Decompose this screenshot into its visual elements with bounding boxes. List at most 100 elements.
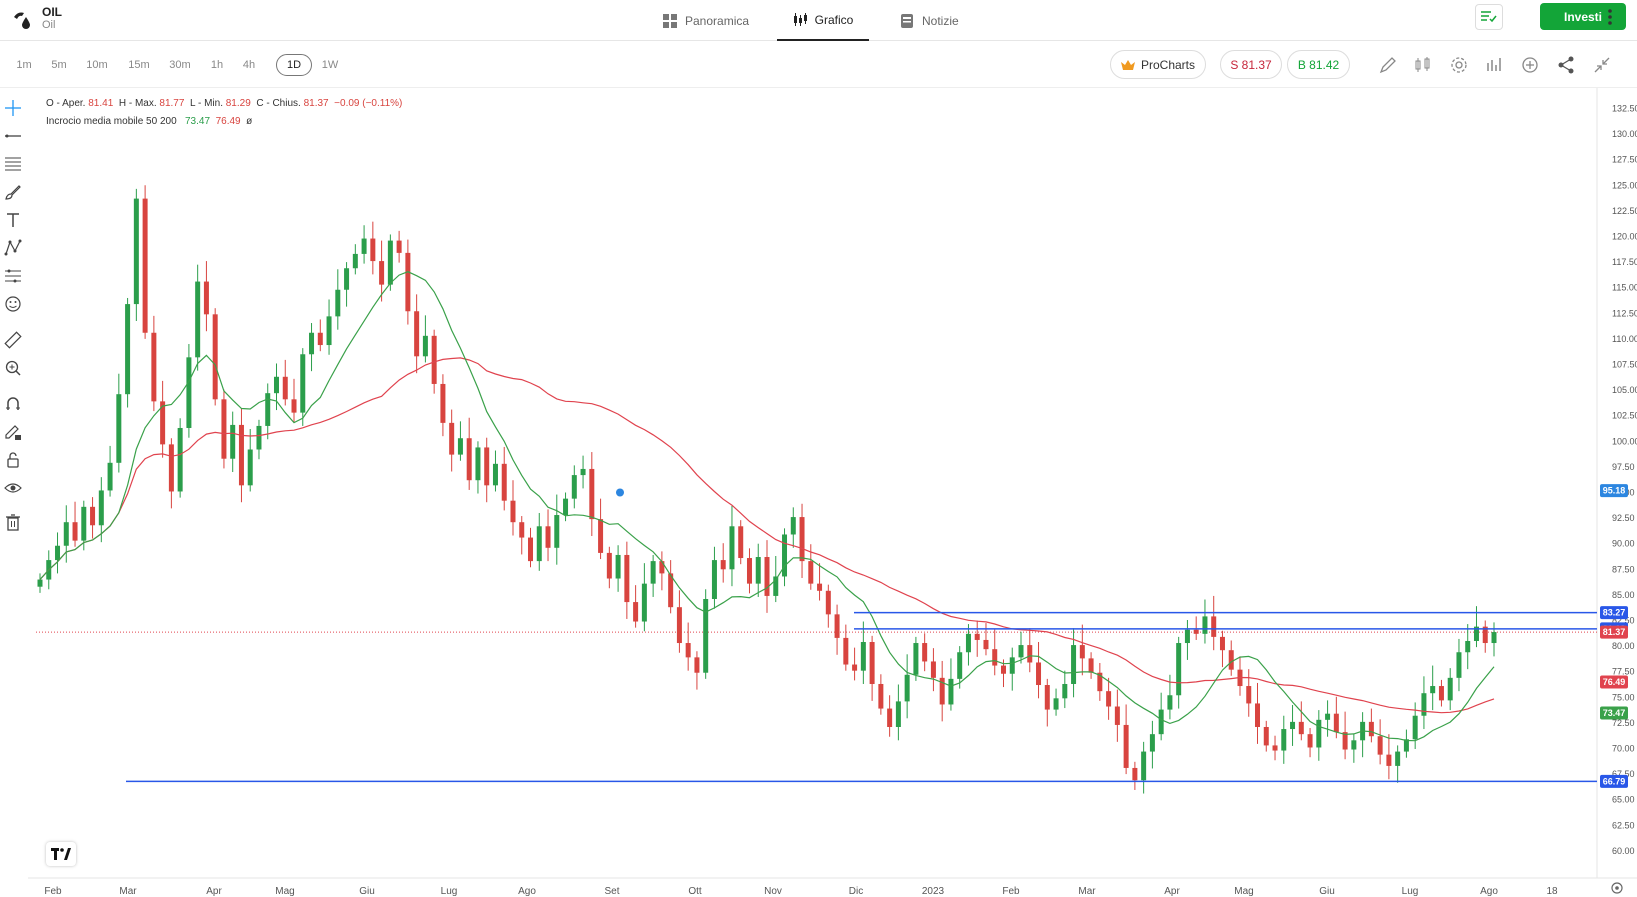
pencil-icon[interactable] <box>1378 55 1398 75</box>
candle-body <box>160 401 166 445</box>
timeframe-1W[interactable]: 1W <box>321 59 339 71</box>
candle <box>1027 628 1033 673</box>
hide-indicator-icon[interactable]: ø <box>246 116 253 127</box>
candle <box>860 621 866 684</box>
candle <box>203 261 209 332</box>
candle <box>177 418 183 498</box>
candle-body <box>379 261 385 285</box>
timeframe-1D[interactable]: 1D <box>276 54 312 76</box>
candle-body <box>1465 640 1471 653</box>
candle <box>98 477 104 543</box>
candle-body <box>1281 729 1287 751</box>
price-chart[interactable]: 132.50 130.00 127.50 125.00 122.50 120.00 117.… <box>0 88 1637 897</box>
y-tick-label: 105.00 <box>1612 385 1637 395</box>
high-label: H - Max. <box>118 98 157 109</box>
trash-icon[interactable] <box>3 512 23 532</box>
candle-body <box>536 526 542 562</box>
candle <box>519 516 525 555</box>
candle-body <box>703 598 709 673</box>
pencil-lock-icon[interactable] <box>3 422 23 442</box>
candle-body <box>773 576 779 596</box>
candle-body <box>1009 657 1015 674</box>
indicators-icon[interactable] <box>1484 55 1504 75</box>
fib-lines-icon[interactable] <box>3 154 23 174</box>
tab-grafico[interactable]: Grafico <box>777 0 869 41</box>
tradingview-logo[interactable] <box>46 842 76 866</box>
candle-body <box>1386 754 1392 766</box>
candle-body <box>1149 734 1155 752</box>
candle-body <box>1447 677 1453 701</box>
tab-notizie[interactable]: Notizie <box>900 0 970 41</box>
candle <box>125 297 131 408</box>
ma-indicator-label[interactable]: Incrocio media mobile 50 200 <box>46 116 177 127</box>
sell-button[interactable]: S 81.37 <box>1220 50 1282 79</box>
timeframe-10m[interactable]: 10m <box>86 59 108 71</box>
gear-icon[interactable] <box>1449 55 1469 75</box>
text-icon[interactable] <box>3 210 23 230</box>
candle <box>1097 662 1103 701</box>
candle <box>466 417 472 490</box>
list-check-icon <box>1481 11 1497 23</box>
timeframe-5m[interactable]: 5m <box>51 59 67 71</box>
crossover-marker <box>616 488 624 497</box>
candle-body <box>195 281 201 358</box>
candle <box>1465 624 1471 670</box>
candle-body <box>291 399 297 413</box>
emoji-icon[interactable] <box>3 294 23 314</box>
candle-body <box>738 526 744 559</box>
candle-body <box>1228 650 1234 670</box>
timeframe-15m[interactable]: 15m <box>128 59 150 71</box>
collapse-icon[interactable] <box>1592 55 1612 75</box>
candle-body <box>1167 695 1173 710</box>
timeframe-1h[interactable]: 1h <box>210 59 224 71</box>
more-menu-icon[interactable] <box>1605 7 1615 27</box>
y-tick-label: 115.00 <box>1612 283 1637 293</box>
add-circle-icon[interactable] <box>1520 55 1540 75</box>
candle <box>633 585 639 628</box>
price-tag-label: 95.18 <box>1603 486 1626 496</box>
projection-icon[interactable] <box>3 266 23 286</box>
candle-body <box>387 240 393 285</box>
candle <box>887 695 893 737</box>
crosshair-icon[interactable] <box>3 98 23 118</box>
y-tick-label: 100.00 <box>1612 436 1637 446</box>
ruler-icon[interactable] <box>3 330 23 350</box>
top-bar: OIL Oil Panoramica Grafico Notizie Inves… <box>0 0 1637 41</box>
candle <box>414 294 420 374</box>
procharts-button[interactable]: ProCharts <box>1110 50 1206 79</box>
timeframe-4h[interactable]: 4h <box>242 59 256 71</box>
candle-body <box>650 561 656 584</box>
eye-icon[interactable] <box>3 478 23 498</box>
ma50-line <box>39 271 1495 742</box>
axis-settings-icon[interactable] <box>1611 882 1623 894</box>
candle <box>1149 720 1155 769</box>
zoom-in-icon[interactable] <box>3 358 23 378</box>
candle <box>904 654 910 719</box>
y-tick-label: 90.00 <box>1612 539 1635 549</box>
x-tick-label: Dic <box>849 886 863 897</box>
candle-body <box>1114 706 1120 725</box>
watchlist-button[interactable] <box>1475 4 1503 30</box>
candle-body <box>545 526 551 548</box>
pattern-icon[interactable] <box>3 238 23 258</box>
candle-body <box>1062 683 1068 699</box>
brush-icon[interactable] <box>3 182 23 202</box>
timeframe-1m[interactable]: 1m <box>16 59 32 71</box>
candle-body <box>1298 721 1304 735</box>
tab-panoramica[interactable]: Panoramica <box>663 0 759 41</box>
candle-type-icon[interactable] <box>1413 55 1433 75</box>
candle-body <box>790 517 796 535</box>
candle <box>782 528 788 587</box>
candles <box>37 185 1497 794</box>
candle-body <box>1158 709 1164 735</box>
candle <box>615 545 621 592</box>
ma50-value: 73.47 <box>184 116 211 127</box>
share-icon[interactable] <box>1556 55 1576 75</box>
timeframe-30m[interactable]: 30m <box>169 59 191 71</box>
trend-line-icon[interactable] <box>3 126 23 146</box>
candle-body <box>1395 751 1401 766</box>
x-tick-label: Ago <box>518 886 536 897</box>
magnet-icon[interactable] <box>3 394 23 414</box>
buy-button[interactable]: B 81.42 <box>1287 50 1350 79</box>
lock-icon[interactable] <box>3 450 23 470</box>
